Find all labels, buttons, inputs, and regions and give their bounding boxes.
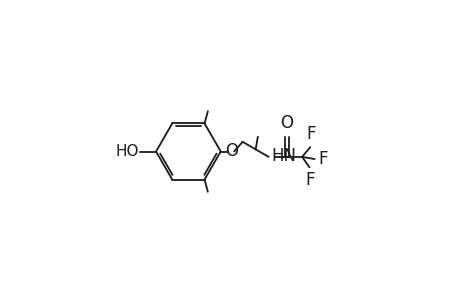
Text: O: O xyxy=(280,114,293,132)
Text: HO: HO xyxy=(115,144,139,159)
Text: F: F xyxy=(306,125,315,143)
Text: O: O xyxy=(224,142,237,160)
Text: F: F xyxy=(318,150,328,168)
Text: HN: HN xyxy=(271,147,296,165)
Text: F: F xyxy=(305,171,314,189)
